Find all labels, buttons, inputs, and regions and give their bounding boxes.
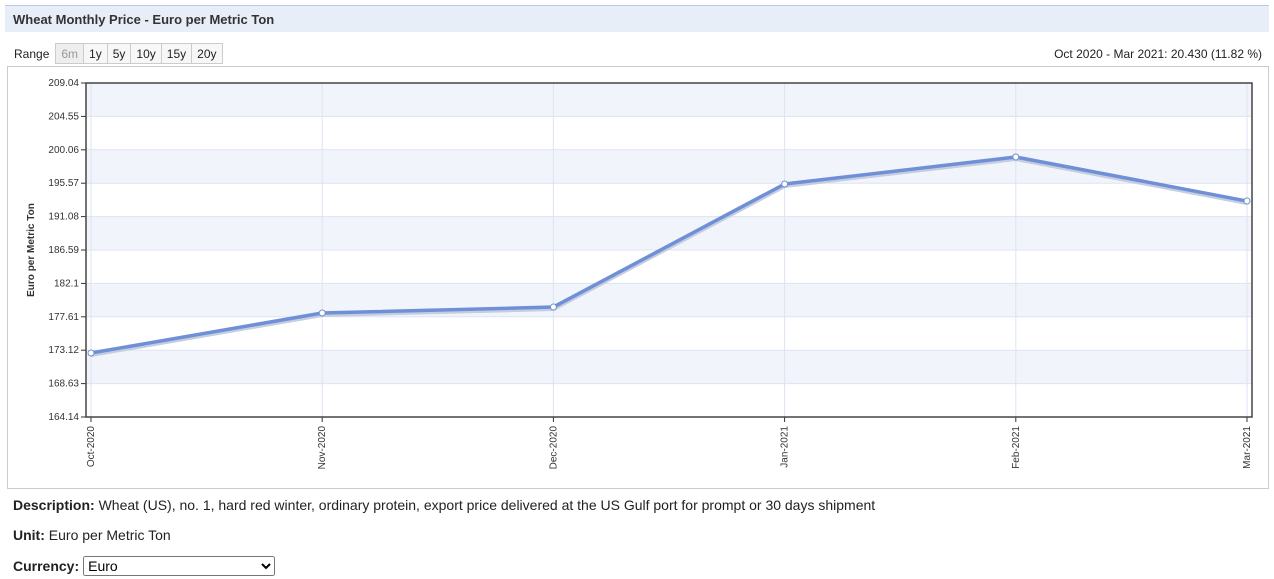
range-button[interactable]: 15y <box>161 43 193 64</box>
plot-frame <box>85 82 1253 418</box>
point <box>1243 197 1251 205</box>
y-tick-label: 204.55 <box>48 111 79 122</box>
chart-box: 164.14 168.63 173.12 177.61 182.1 186.59 191.0… <box>7 66 1269 489</box>
title-bar: Wheat Monthly Price - Euro per Metric To… <box>5 5 1269 32</box>
currency-label: Currency: <box>13 558 80 574</box>
point <box>318 309 326 317</box>
range-label: Range <box>14 46 50 61</box>
point <box>549 303 557 311</box>
point <box>781 180 789 188</box>
x-tick-label: Nov-2020 <box>317 426 328 470</box>
y-tick-label: 186.59 <box>48 245 79 256</box>
y-tick-label: 168.63 <box>48 379 79 390</box>
y-tick-label: 195.57 <box>48 178 79 189</box>
x-tick-label: Feb-2021 <box>1011 426 1022 469</box>
line-shadow <box>90 156 1248 357</box>
unit-label: Unit: <box>13 527 45 543</box>
y-tick-label: 209.04 <box>48 78 79 89</box>
currency: Currency: Euro <box>13 556 276 576</box>
range-button[interactable]: 5y <box>107 43 132 64</box>
description: Description: Wheat (US), no. 1, hard red… <box>13 497 875 513</box>
grid-band <box>86 149 1252 184</box>
range-button[interactable]: 1y <box>84 43 108 64</box>
grid-band <box>86 350 1252 384</box>
y-tick-label: 177.61 <box>48 312 79 323</box>
x-tick-label: Dec-2020 <box>548 426 559 470</box>
grid-band <box>86 283 1252 317</box>
chart: 164.14 168.63 173.12 177.61 182.1 186.59 191.0… <box>26 78 1253 470</box>
range-button[interactable]: 20y <box>192 43 223 64</box>
point <box>1012 153 1020 161</box>
page-title: Wheat Monthly Price - Euro per Metric To… <box>13 12 275 27</box>
range-button[interactable]: 10y <box>131 43 162 64</box>
range-button[interactable]: 6m <box>55 43 85 64</box>
currency-select[interactable]: Euro <box>83 556 276 576</box>
y-tick-label: 173.12 <box>48 345 79 356</box>
summary: Oct 2020 - Mar 2021: 20.430 (11.82 %) <box>1054 47 1262 61</box>
y-tick-label: 164.14 <box>48 412 79 423</box>
y-axis-label: Euro per Metric Ton <box>26 203 37 297</box>
x-tick-label: Mar-2021 <box>1242 426 1253 469</box>
line <box>90 155 1248 355</box>
unit: Unit: Euro per Metric Ton <box>13 527 171 543</box>
description-text: Wheat (US), no. 1, hard red winter, ordi… <box>98 497 876 513</box>
point <box>87 349 95 357</box>
description-label: Description: <box>13 497 95 513</box>
range-selector: Range 6m 1y 5y 10y 15y 20y <box>14 43 223 64</box>
unit-text: Euro per Metric Ton <box>48 527 171 543</box>
x-tick-label: Jan-2021 <box>780 426 791 468</box>
y-tick-label: 200.06 <box>48 145 79 156</box>
y-tick-label: 182.1 <box>54 278 79 289</box>
grid-band <box>86 83 1252 117</box>
y-tick-label: 191.08 <box>48 212 79 223</box>
x-tick-label: Oct-2020 <box>86 426 97 468</box>
